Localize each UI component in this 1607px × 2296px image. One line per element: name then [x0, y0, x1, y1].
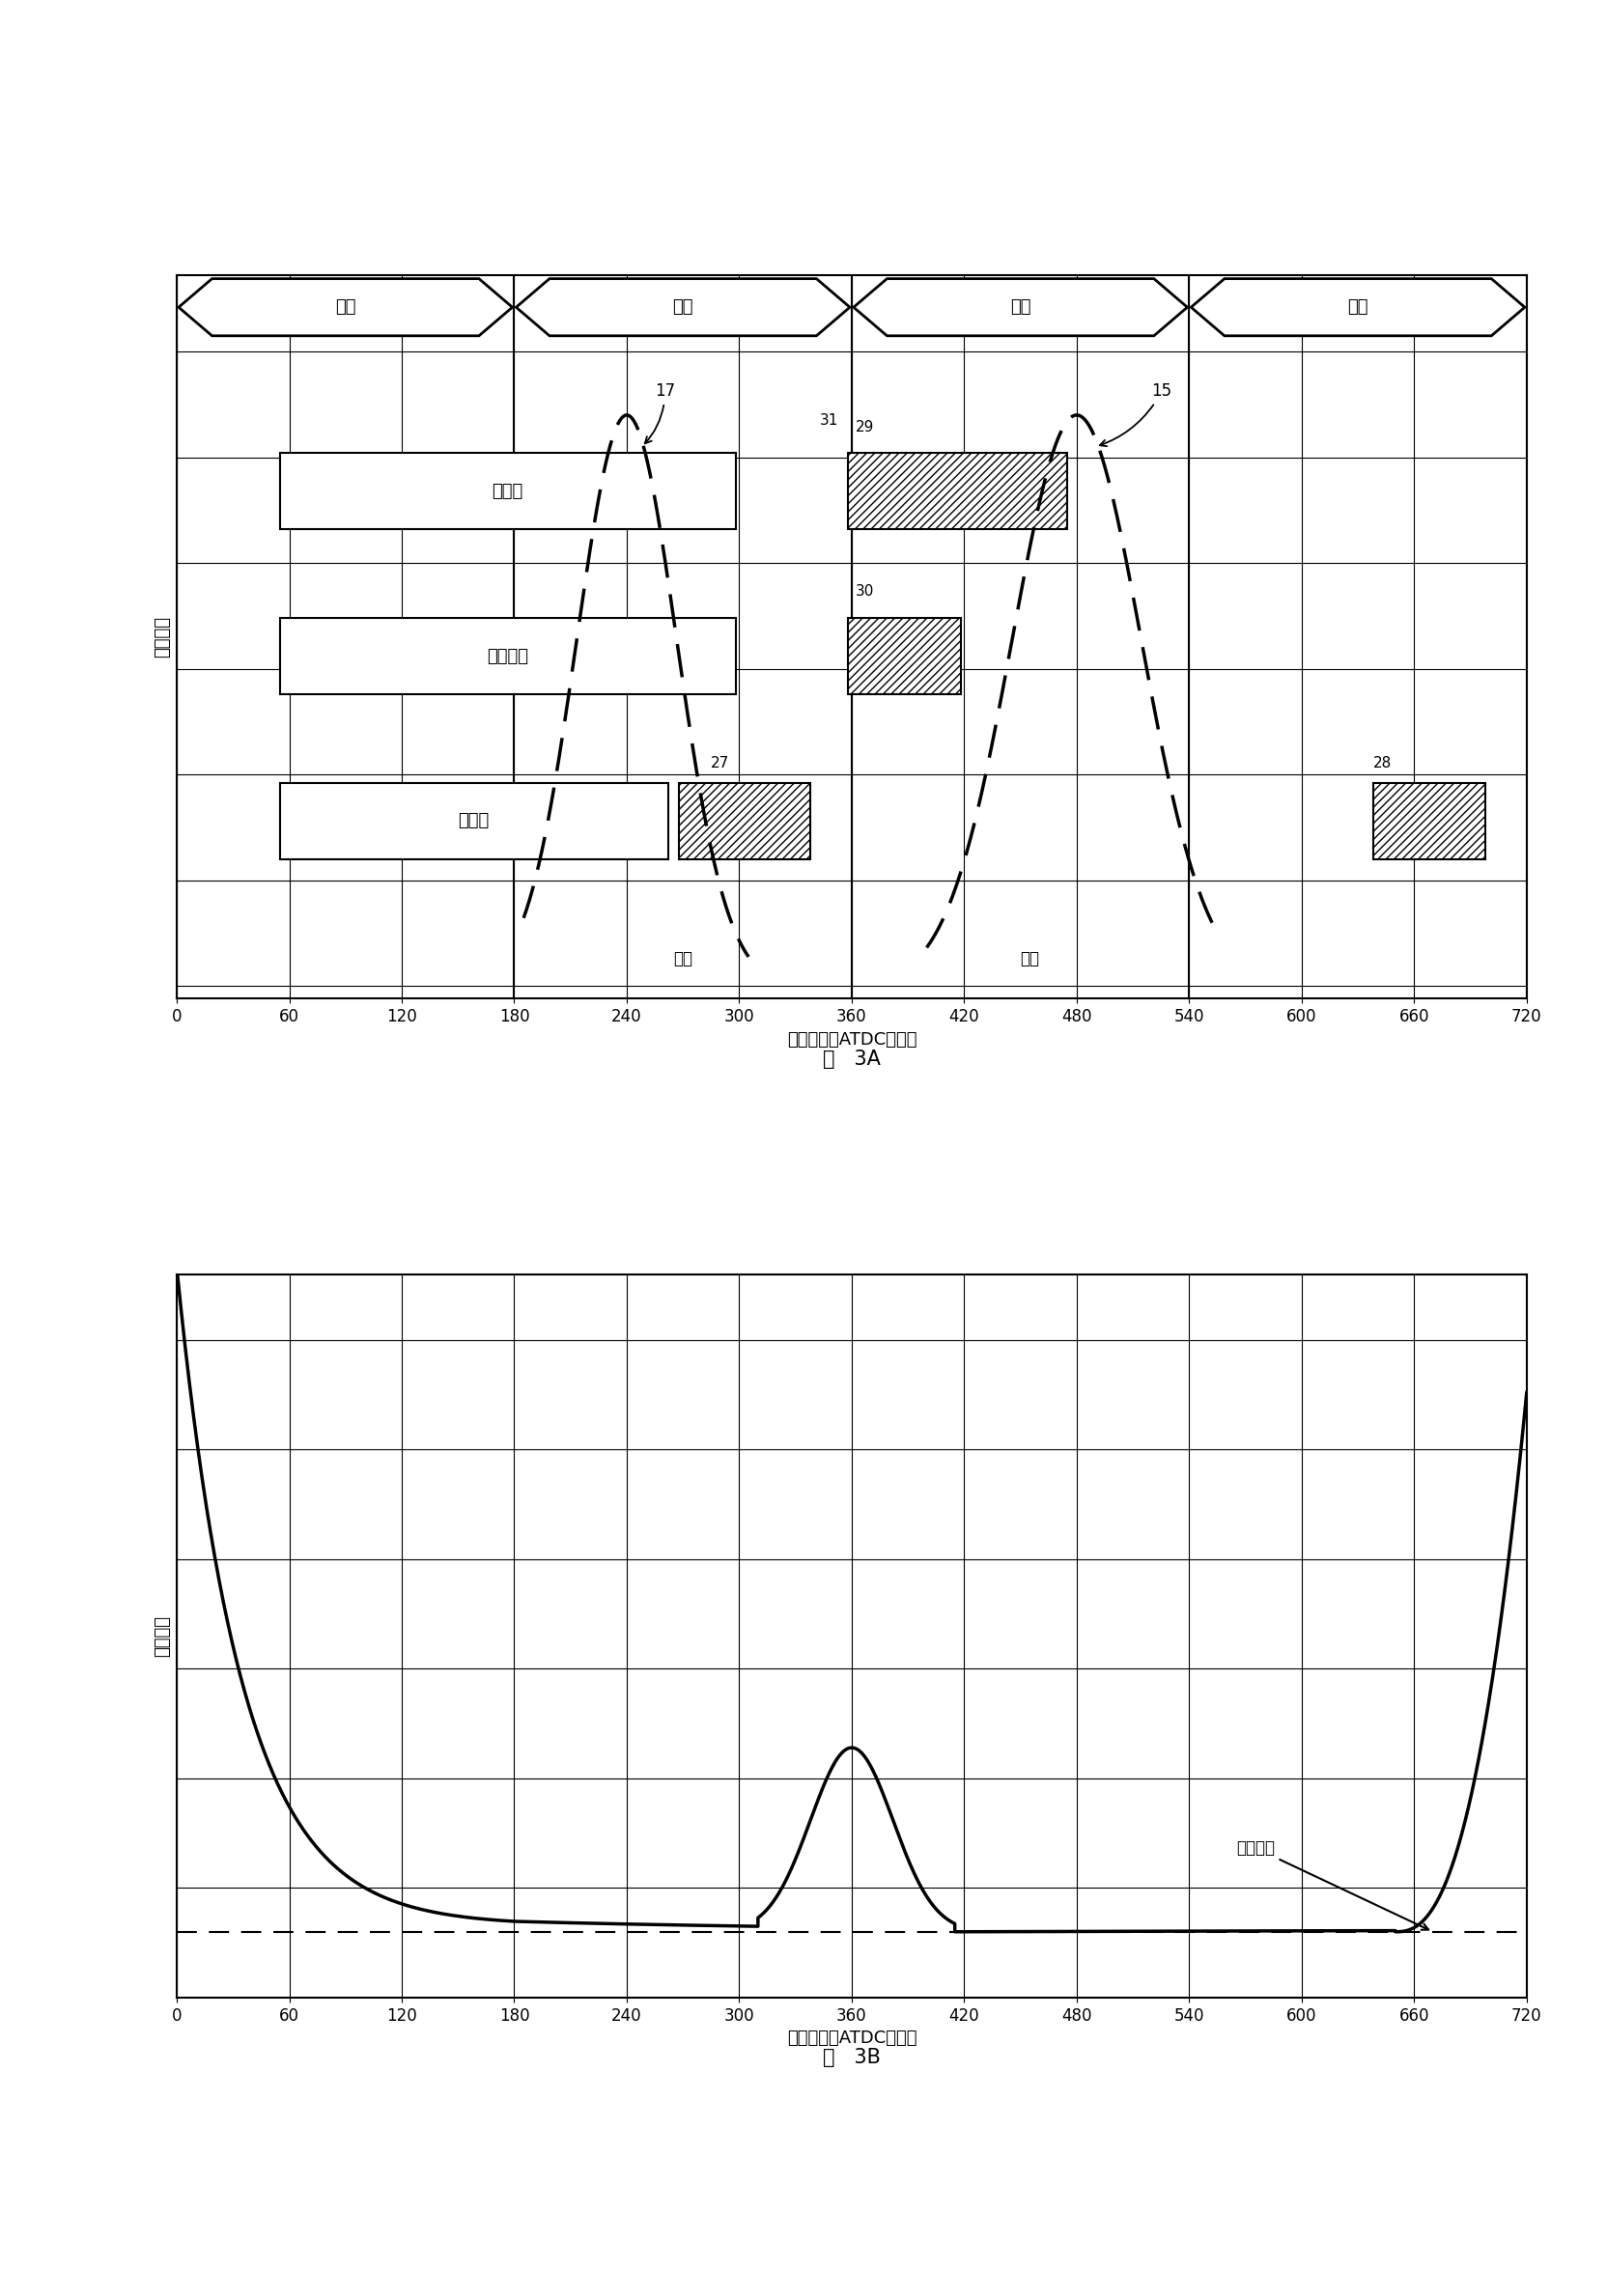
- Text: 28: 28: [1372, 755, 1392, 771]
- Y-axis label: 气缸压力: 气缸压力: [154, 1614, 172, 1658]
- Text: 17: 17: [644, 383, 675, 443]
- Polygon shape: [178, 278, 513, 335]
- Text: 进气: 进气: [1020, 951, 1040, 967]
- X-axis label: 曲轴角（度ATDC燃烧）: 曲轴角（度ATDC燃烧）: [787, 2030, 916, 2048]
- Bar: [680, 783, 810, 859]
- X-axis label: 曲轴角（度ATDC燃烧）: 曲轴角（度ATDC燃烧）: [787, 1031, 916, 1049]
- Text: 高负载: 高负载: [492, 482, 524, 501]
- Text: 27: 27: [710, 755, 730, 771]
- Text: 图   3B: 图 3B: [823, 2048, 881, 2066]
- Text: 31: 31: [820, 413, 839, 427]
- Bar: [280, 783, 669, 859]
- Text: 排气: 排气: [673, 298, 693, 317]
- Text: 图   3A: 图 3A: [823, 1049, 881, 1068]
- Text: 排气: 排气: [673, 951, 693, 967]
- Text: 30: 30: [855, 585, 874, 599]
- Bar: [1372, 783, 1485, 859]
- Text: 进气: 进气: [1011, 298, 1030, 317]
- Bar: [280, 618, 736, 693]
- Text: 中度负载: 中度负载: [487, 647, 529, 666]
- Y-axis label: 气门升程: 气门升程: [154, 615, 172, 659]
- Text: 膨胀: 膨胀: [336, 298, 355, 317]
- Bar: [280, 452, 736, 530]
- Text: 低负载: 低负载: [458, 813, 490, 829]
- Polygon shape: [516, 278, 850, 335]
- Text: 环境压力: 环境压力: [1236, 1839, 1429, 1931]
- Bar: [848, 618, 961, 693]
- Text: 15: 15: [1099, 383, 1172, 445]
- Polygon shape: [853, 278, 1188, 335]
- Polygon shape: [1191, 278, 1525, 335]
- Bar: [848, 452, 1067, 530]
- Text: 29: 29: [855, 420, 874, 434]
- Text: 压缩: 压缩: [1348, 298, 1368, 317]
